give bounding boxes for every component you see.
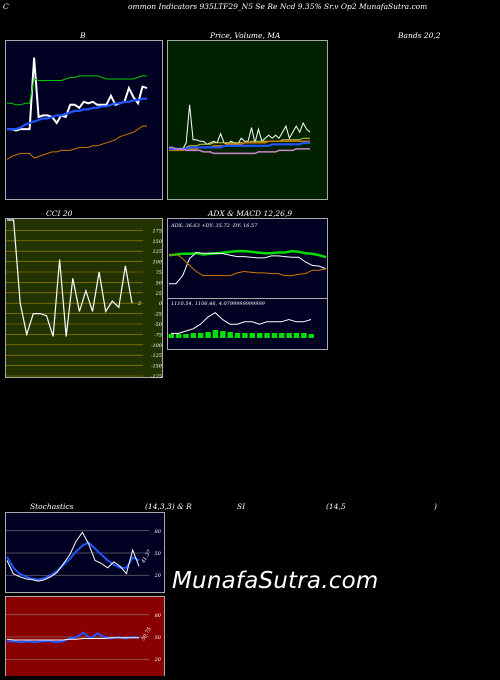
title-stochastics: Stochastics bbox=[30, 502, 74, 511]
panel-frame bbox=[5, 512, 165, 593]
title-stoch-params: (14,3,3) & R bbox=[145, 502, 192, 511]
macd-histogram-bar bbox=[249, 333, 256, 338]
series-line-1 bbox=[169, 104, 311, 151]
price-ma-chart bbox=[167, 40, 328, 200]
macd-histogram-bar bbox=[190, 333, 197, 338]
cci-tick-label: 150 bbox=[152, 239, 162, 245]
cci-tick-label: 50 bbox=[156, 280, 163, 286]
series-line-1 bbox=[7, 219, 133, 337]
cci-tick-label: 125 bbox=[152, 249, 162, 255]
bollinger-panel bbox=[5, 40, 163, 200]
macd-histogram-bar bbox=[168, 334, 174, 338]
page-header: ommon Indicators 935LTF29_N5 Se Re Ncd 9… bbox=[128, 2, 428, 11]
macd-histogram-bar bbox=[234, 333, 241, 338]
series-line-2 bbox=[169, 251, 327, 285]
macd-histogram-bar bbox=[197, 333, 204, 338]
series-line-2 bbox=[169, 137, 310, 150]
cci-last-value: 2 bbox=[137, 301, 141, 307]
macd-histogram-bar bbox=[205, 332, 211, 338]
cci-tick-label: -75 bbox=[154, 332, 162, 338]
stochastics-panel: 80 50 20 41.37 bbox=[5, 512, 165, 593]
macd-chart: 1110.54, 1106.46, 4.0799999999999 bbox=[167, 298, 328, 350]
title-adx-macd: ADX & MACD 12,26,9 bbox=[208, 209, 293, 218]
title-rsi: SI bbox=[237, 502, 246, 511]
macd-histogram-bar bbox=[183, 334, 189, 338]
cci-tick-label: 100 bbox=[152, 260, 162, 266]
title-bollinger: B bbox=[80, 31, 86, 40]
rsi-panel: 80 50 20 50.75 bbox=[5, 596, 165, 676]
adx-values-label: ADX: 36.63 +DY: 35.72 -DY: 16.57 bbox=[170, 223, 258, 229]
macd-histogram-bar bbox=[175, 334, 182, 338]
macd-histogram-bar bbox=[264, 333, 270, 338]
title-rsi-params: (14,5 bbox=[326, 502, 346, 511]
panel-frame bbox=[5, 596, 165, 676]
cci-panel: 175 150 125 100 75 50 25 0 -25 -50 -75 -100 -125 -150… bbox=[5, 218, 163, 378]
cci-tick-label: -175 bbox=[151, 374, 162, 378]
macd-histogram-bar bbox=[286, 333, 292, 338]
watermark: MunafaSutra.com bbox=[172, 568, 379, 594]
series-line-5 bbox=[169, 146, 310, 155]
series-line-3 bbox=[7, 97, 147, 131]
osc-tick-label: 80 bbox=[155, 613, 162, 619]
cci-tick-label: 175 bbox=[152, 228, 162, 234]
osc-tick-label: 80 bbox=[155, 529, 162, 535]
title-bands: Bands 20,2 bbox=[398, 31, 441, 40]
series-line-2 bbox=[6, 637, 139, 641]
cci-tick-label: -100 bbox=[151, 343, 163, 349]
series-line-4 bbox=[169, 141, 310, 151]
cci-tick-label: 25 bbox=[155, 291, 162, 297]
cci-tick-label: -25 bbox=[154, 312, 162, 318]
adx-chart: ADX: 36.63 +DY: 35.72 -DY: 16.57 bbox=[167, 218, 328, 299]
cci-tick-label: 0 bbox=[159, 301, 163, 307]
macd-histogram-bar bbox=[293, 333, 300, 338]
macd-histogram-bar bbox=[227, 332, 233, 338]
cci-tick-label: -50 bbox=[154, 322, 163, 328]
cci-tick-label: -150 bbox=[151, 364, 163, 370]
macd-histogram-bar bbox=[212, 330, 219, 338]
macd-panel: 1110.54, 1106.46, 4.0799999999999 bbox=[167, 298, 328, 350]
osc-tick-label: 20 bbox=[154, 573, 162, 579]
title-price-ma: Price, Volume, MA bbox=[210, 31, 281, 40]
osc-tick-label: 20 bbox=[154, 657, 162, 663]
price-ma-panel bbox=[167, 40, 328, 200]
osc-tick-label: 50 bbox=[155, 551, 162, 557]
title-rsi-close: ) bbox=[434, 502, 437, 511]
osc-tick-label: 50 bbox=[155, 635, 162, 641]
adx-panel: ADX: 36.63 +DY: 35.72 -DY: 16.57 bbox=[167, 218, 328, 299]
macd-line bbox=[171, 311, 312, 334]
cci-tick-label: 75 bbox=[156, 270, 162, 276]
series-line-4 bbox=[6, 125, 147, 160]
macd-histogram-bar bbox=[242, 333, 248, 338]
series-line-2 bbox=[7, 75, 147, 106]
series-line-3 bbox=[169, 140, 310, 152]
macd-histogram-bar bbox=[279, 333, 285, 338]
macd-values-label: 1110.54, 1106.46, 4.0799999999999 bbox=[171, 301, 266, 307]
macd-histogram-bar bbox=[271, 333, 278, 338]
panel-frame bbox=[5, 40, 163, 200]
cci-tick-label: -125 bbox=[151, 353, 162, 359]
panel-frame bbox=[167, 298, 328, 350]
bollinger-chart bbox=[5, 40, 163, 200]
panel-frame bbox=[167, 40, 328, 200]
macd-histogram-bar bbox=[308, 334, 314, 338]
series-line-3 bbox=[168, 253, 327, 277]
cci-chart: 175 150 125 100 75 50 25 0 -25 -50 -75 -100 -125 -150… bbox=[5, 218, 163, 378]
panel-frame bbox=[167, 218, 328, 299]
title-cci: CCI 20 bbox=[46, 209, 73, 218]
series-line-2 bbox=[6, 531, 140, 582]
macd-histogram-bar bbox=[220, 331, 226, 338]
header-c: C bbox=[3, 2, 9, 11]
macd-histogram-bar bbox=[301, 333, 307, 338]
series-line-1 bbox=[6, 541, 140, 581]
macd-histogram-bar bbox=[256, 333, 263, 338]
